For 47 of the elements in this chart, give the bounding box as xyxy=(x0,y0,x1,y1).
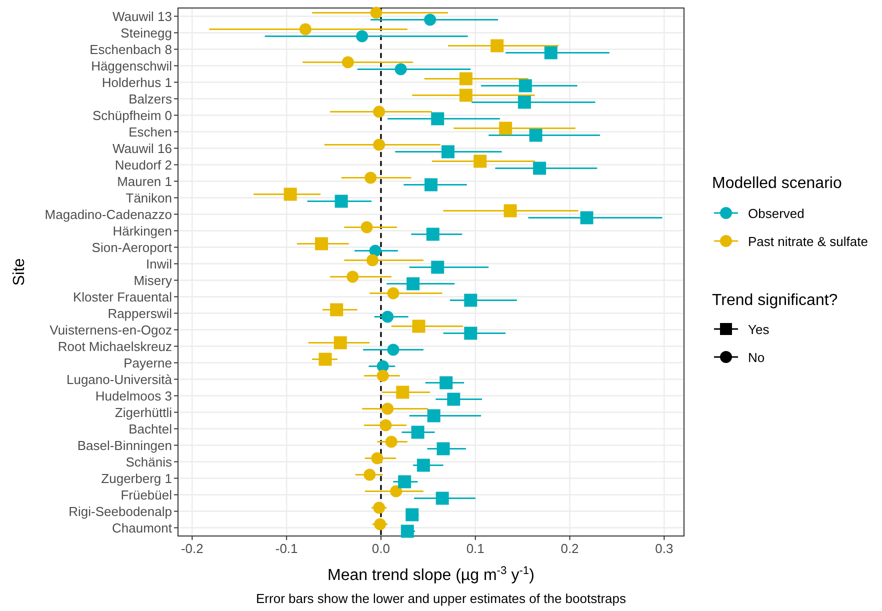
y-tick-label: Payerne xyxy=(124,355,172,370)
text: Trend significant? xyxy=(712,292,838,309)
y-tick-label: Hudelmoos 3 xyxy=(95,388,172,404)
x-tick-label: 0.0 xyxy=(372,541,390,556)
x-tick-label: -0.2 xyxy=(180,541,204,556)
y-tick-label: Holderhus 1 xyxy=(102,74,172,90)
y-tick-label: Früebüel xyxy=(120,487,172,502)
legend-label: Past nitrate & sulfate xyxy=(748,234,868,249)
y-tick-label: Basel-Binningen xyxy=(77,438,172,453)
y-tick-label: Zugerberg 1 xyxy=(101,470,172,486)
y-tick-label: Neudorf 2 xyxy=(114,157,172,172)
y-tick-label: Häggenschwil xyxy=(91,58,172,74)
x-tick-label: 0.3 xyxy=(655,541,674,556)
text: Error bars show the lower and upper estimates of the bootstraps xyxy=(256,591,626,606)
y-tick-label: Inwil xyxy=(146,256,172,272)
y-tick-label: Misery xyxy=(134,272,172,288)
y-tick-label: Eschen xyxy=(128,124,172,140)
y-tick-label: Bachtel xyxy=(128,421,172,436)
x-tick-label: 0.2 xyxy=(560,541,579,556)
x-axis-title: Mean trend slope (µg m$^{-3}$ y$^{-1}$) xyxy=(328,565,534,584)
y-tick-label: Kloster Frauental xyxy=(73,289,172,304)
y-tick-label: Eschenbach 8 xyxy=(90,42,172,57)
y-axis-title: Site xyxy=(11,258,28,286)
y-tick-label: Steinegg xyxy=(120,25,172,40)
text: No xyxy=(748,350,765,365)
y-tick-label: Härkingen xyxy=(112,223,172,238)
x-tick-label: -0.1 xyxy=(275,541,298,556)
y-tick-label: Rapperswil xyxy=(108,306,172,321)
y-tick-label: Schüpfheim 0 xyxy=(92,108,172,123)
y-tick-label: Balzers xyxy=(128,91,172,106)
legend-label: Observed xyxy=(748,206,804,221)
y-tick-label: Zigerhüttli xyxy=(114,404,172,420)
y-tick-label: Sion-Aeroport xyxy=(92,240,172,255)
y-tick-label: Tänikon xyxy=(126,190,172,206)
legend-title: Modelled scenario xyxy=(712,175,842,192)
y-tick-label: Rigi-Seebodenalp xyxy=(68,504,172,519)
y-tick-label: Wauwil 16 xyxy=(112,140,172,156)
x-tick-label: 0.1 xyxy=(466,541,484,556)
text: Yes xyxy=(748,322,770,337)
y-tick-label: Magadino-Cadenazzo xyxy=(44,206,172,222)
y-tick-label: Wauwil 13 xyxy=(112,8,172,24)
y-tick-label: Lugano-Università xyxy=(66,372,173,387)
y-tick-label: Mauren 1 xyxy=(117,174,172,189)
y-tick-label: Vuisternens-en-Ogoz xyxy=(50,322,172,338)
y-tick-label: Schänis xyxy=(126,454,172,470)
y-tick-label: Chaumont xyxy=(112,520,172,536)
y-tick-label: Root Michaelskreuz xyxy=(58,338,172,354)
